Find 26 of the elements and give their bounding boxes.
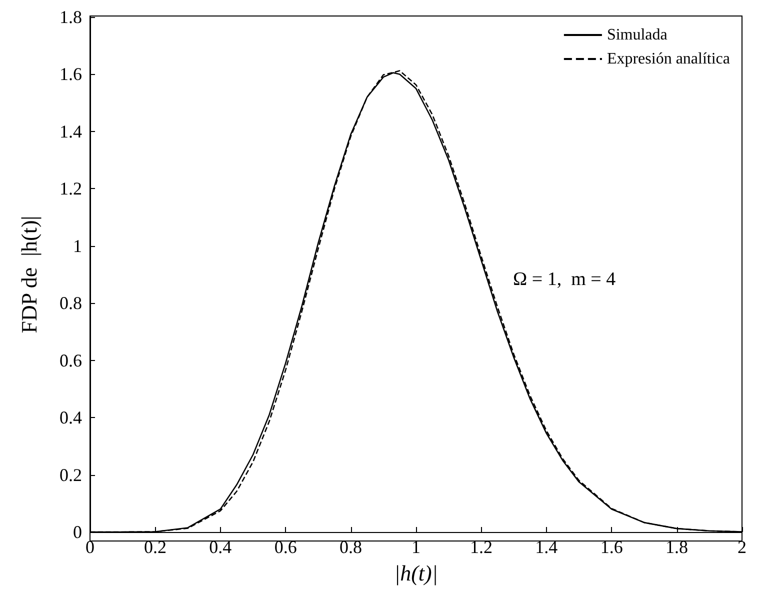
- x-tick-label: 0.4: [209, 537, 232, 557]
- x-tick-label: 2: [738, 537, 746, 557]
- x-tick-label: 0.2: [144, 537, 166, 557]
- y-tick-label: 1.4: [60, 121, 82, 142]
- x-axis-title: |h(t)|: [394, 560, 438, 586]
- y-tick-label: 1: [73, 236, 82, 256]
- y-tick-label: 0.2: [60, 464, 82, 485]
- x-tick-label: 1.4: [535, 537, 558, 557]
- y-tick-label: 0.6: [60, 350, 82, 370]
- legend-label: Simulada: [606, 26, 668, 44]
- y-tick-label: 1.2: [60, 178, 82, 199]
- annotation: Ω = 1, m = 4: [513, 269, 616, 290]
- x-tick-label: 0: [86, 537, 94, 557]
- legend-label: Expresión analítica: [606, 50, 730, 68]
- y-tick-label: 0: [73, 522, 82, 542]
- x-tick-label: 0.6: [274, 537, 297, 557]
- x-tick-label: 0.8: [340, 537, 362, 557]
- x-tick-label: 1.6: [600, 537, 623, 557]
- y-tick-label: 0.8: [60, 293, 82, 314]
- y-axis-title: FDP de |h(t)|: [16, 216, 42, 334]
- x-tick-label: 1.2: [470, 537, 492, 557]
- y-tick-label: 1.8: [60, 7, 82, 27]
- y-tick-label: 0.4: [60, 408, 82, 428]
- x-tick-label: 1: [412, 537, 420, 557]
- y-tick-label: 1.6: [60, 64, 82, 84]
- x-tick-label: 1.8: [666, 537, 688, 557]
